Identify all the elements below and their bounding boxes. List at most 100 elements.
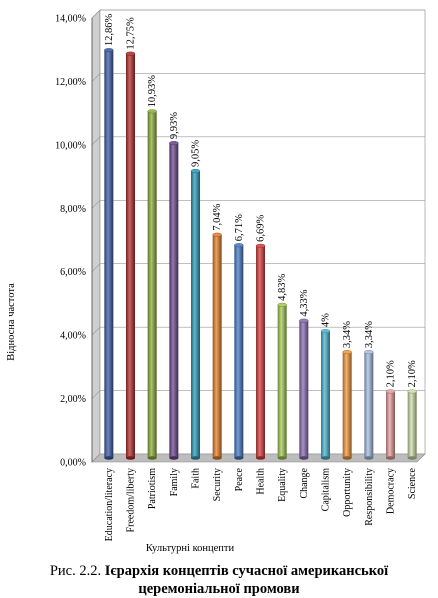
bar-body xyxy=(256,245,265,458)
x-tick-label: Faith xyxy=(191,468,202,489)
y-tick-label: 14,00% xyxy=(55,14,86,25)
data-label: 9,93% xyxy=(169,112,180,139)
gridline xyxy=(91,9,425,19)
bar-body xyxy=(147,111,157,458)
bar-13 xyxy=(364,350,374,460)
data-label: 4% xyxy=(321,313,332,327)
data-label: 6,69% xyxy=(255,214,266,241)
gridline xyxy=(91,73,425,82)
bar-top xyxy=(385,389,396,394)
bar-base xyxy=(386,456,395,460)
y-tick-label: 4,00% xyxy=(60,331,86,342)
bar-top xyxy=(364,350,374,355)
bar-top xyxy=(169,141,179,146)
bar-chart: 0,00% 2,00% 4,00% 6,00% 8,00% 10,00% 12,00% 14,… xyxy=(6,9,426,554)
bar-2 xyxy=(125,51,136,460)
gridline xyxy=(91,263,425,272)
x-tick-labels: Education/literacy Freedom/liberty Patriot… xyxy=(104,467,418,541)
bar-4 xyxy=(169,141,179,460)
caption-title-line1: Ієрархія концептів сучасної американсько… xyxy=(104,563,389,579)
bar-top xyxy=(255,243,266,248)
bar-body xyxy=(212,234,222,458)
bar-top xyxy=(125,51,136,56)
bar-body xyxy=(386,391,395,458)
bar-14 xyxy=(385,389,396,460)
data-label: 2,10% xyxy=(407,360,418,387)
data-label: 6,71% xyxy=(234,214,245,241)
bar-body xyxy=(169,143,179,458)
bar-10 xyxy=(299,318,309,460)
bar-base xyxy=(299,456,309,460)
bar-base xyxy=(234,456,244,460)
bar-8 xyxy=(255,243,266,460)
bar-base xyxy=(147,456,157,460)
y-tick-label: 0,00% xyxy=(60,458,86,469)
bar-base xyxy=(212,456,222,460)
bar-15 xyxy=(407,389,417,460)
x-tick-label: Responsibility xyxy=(364,468,375,526)
bar-9 xyxy=(277,302,287,460)
bar-top xyxy=(212,232,222,237)
bar-base xyxy=(342,456,352,460)
x-tick-label: Security xyxy=(212,468,223,501)
bar-6 xyxy=(212,232,222,460)
bar-top xyxy=(104,48,114,53)
bar-12 xyxy=(342,350,352,460)
bar-body xyxy=(191,170,200,458)
y-tick-labels: 0,00% 2,00% 4,00% 6,00% 8,00% 10,00% 12,00% 14,… xyxy=(55,14,86,469)
bar-base xyxy=(169,456,179,460)
bar-top xyxy=(299,318,309,323)
x-tick-label: Democracy xyxy=(386,468,397,514)
bar-7 xyxy=(234,243,244,460)
y-tick-label: 6,00% xyxy=(60,267,86,278)
bars xyxy=(104,48,417,460)
data-label: 7,04% xyxy=(212,203,223,230)
x-tick-label: Capitalism xyxy=(321,468,332,512)
x-tick-label: Freedom/liberty xyxy=(126,468,137,532)
bar-top xyxy=(277,302,287,307)
data-label: 3,34% xyxy=(364,321,375,348)
bar-base xyxy=(407,456,417,460)
y-tick-label: 8,00% xyxy=(60,204,86,215)
x-tick-label: Equality xyxy=(277,468,288,502)
x-tick-label: Opportunity xyxy=(342,468,353,517)
bar-3 xyxy=(147,109,157,460)
data-label: 12,86% xyxy=(104,14,115,47)
x-axis-label: Культурні концепти xyxy=(146,543,235,554)
y-tick-label: 12,00% xyxy=(55,77,86,88)
bar-body xyxy=(277,304,287,458)
bar-base xyxy=(321,456,330,460)
data-labels: 12,86% 12,75% 10,93% 9,93% 9,05% 7,04% 6,71% 6,… xyxy=(104,14,418,388)
data-label: 9,05% xyxy=(191,140,202,167)
bar-base xyxy=(191,456,200,460)
bar-11 xyxy=(320,329,331,460)
data-label: 12,75% xyxy=(126,17,137,50)
bar-body xyxy=(126,53,135,459)
y-tick-label: 10,00% xyxy=(55,140,86,151)
x-tick-label: Patriotism xyxy=(147,468,158,509)
bar-base xyxy=(104,456,114,460)
bar-base xyxy=(364,456,374,460)
x-tick-label: Education/literacy xyxy=(104,468,115,541)
y-axis-label: Відносна частота xyxy=(6,283,17,361)
x-tick-label: Peace xyxy=(234,467,245,491)
data-label: 3,34% xyxy=(342,321,353,348)
bar-body xyxy=(234,245,244,458)
bar-5 xyxy=(190,168,201,460)
x-tick-label: Health xyxy=(256,468,267,495)
bar-top xyxy=(342,350,352,355)
figure-caption: Рис. 2.2. Ієрархія концептів сучасної ам… xyxy=(0,562,438,598)
caption-prefix: Рис. 2.2. xyxy=(49,563,102,579)
data-label: 4,83% xyxy=(277,273,288,300)
gridline xyxy=(91,390,425,399)
x-tick-label: Science xyxy=(407,467,418,499)
bar-body xyxy=(104,50,114,458)
gridline xyxy=(91,199,425,209)
data-label: 4,33% xyxy=(299,289,310,316)
data-label: 2,10% xyxy=(386,360,397,387)
bar-top xyxy=(190,168,201,173)
bar-body xyxy=(364,352,374,458)
bar-base xyxy=(256,456,265,460)
bar-top xyxy=(234,243,244,248)
bar-body xyxy=(321,331,330,458)
